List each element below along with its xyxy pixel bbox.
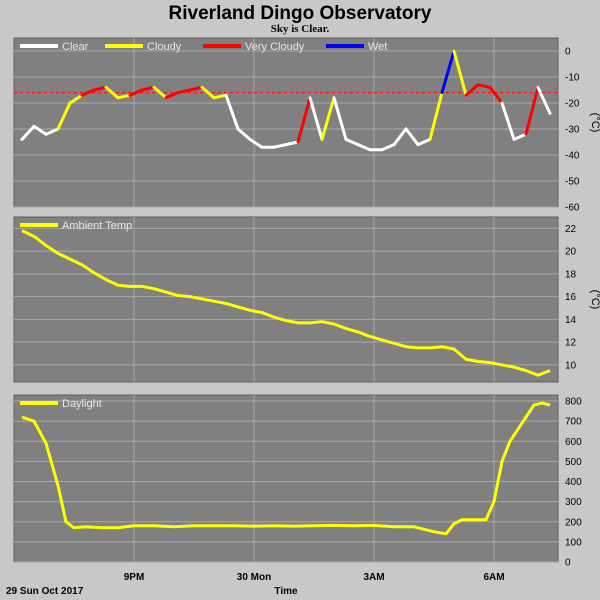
- panel-ambient: 22 20 18 16 14 12 10 (°C) Ambient Temp: [13, 216, 600, 383]
- sky-segment-clear: [284, 140, 300, 147]
- y-tick-label: -60: [565, 203, 580, 214]
- y-tick-label: 12: [565, 338, 577, 349]
- sky-segment-clear: [500, 101, 516, 141]
- sky-segment-clear: [404, 127, 420, 147]
- sky-segment-very-cloudy: [176, 88, 192, 95]
- sky-segment-wet: [440, 49, 456, 95]
- footer-date: 29 Sun Oct 2017: [6, 586, 84, 597]
- y-tick-label: 14: [565, 315, 577, 326]
- panel-sky: 0 -10 -20 -30 -40 -50 -60 (°C) Clear Cloudy Very C…: [13, 37, 600, 214]
- panel-background: [13, 216, 559, 383]
- y-tick-label: 200: [565, 517, 582, 528]
- sky-segment-very-cloudy: [140, 85, 156, 92]
- sky-segment-very-cloudy: [80, 88, 96, 97]
- y-tick-label: 16: [565, 292, 577, 303]
- sky-segment-cloudy: [116, 93, 132, 100]
- sky-segment-cloudy: [200, 85, 216, 100]
- sky-segment-cloudy: [212, 93, 228, 100]
- y-tick-label: -40: [565, 151, 580, 162]
- sky-segment-clear: [332, 96, 348, 141]
- legend-label: Clear: [62, 41, 89, 53]
- ambient-series-line: [21, 229, 551, 377]
- sky-segment-clear: [236, 127, 252, 141]
- y-tick-label: 10: [565, 360, 577, 371]
- y-tick-label: -50: [565, 177, 580, 188]
- panel-daylight: 800 700 600 500 400 300 200 100 0 Daylight: [13, 394, 582, 569]
- sky-segment-clear: [20, 124, 36, 141]
- sky-segment-clear: [392, 127, 408, 147]
- y-unit-label: (°C): [589, 113, 600, 133]
- sky-segment-cloudy: [56, 101, 72, 131]
- y-tick-label: 600: [565, 437, 582, 448]
- sky-segment-clear: [344, 137, 360, 147]
- sky-segment-very-cloudy: [92, 85, 108, 92]
- sky-segment-very-cloudy: [164, 91, 180, 100]
- y-tick-label: 400: [565, 477, 582, 488]
- y-tick-label: 100: [565, 537, 582, 548]
- sky-segment-clear: [416, 137, 432, 147]
- sky-segment-clear: [512, 132, 528, 141]
- y-tick-label: 500: [565, 457, 582, 468]
- y-tick-label: 700: [565, 417, 582, 428]
- x-tick-label: 30 Mon: [237, 572, 271, 583]
- sky-segment-very-cloudy: [464, 83, 480, 97]
- x-tick-label: 6AM: [483, 572, 504, 583]
- sky-segment-clear: [308, 96, 324, 141]
- legend-label: Cloudy: [147, 41, 182, 53]
- y-tick-label: 22: [565, 224, 577, 235]
- page-title: Riverland Dingo Observatory: [169, 3, 432, 24]
- sky-segment-cloudy: [428, 91, 444, 141]
- sky-segment-clear: [248, 137, 264, 149]
- sky-segment-very-cloudy: [128, 88, 144, 97]
- y-tick-label: -10: [565, 73, 580, 84]
- sky-segment-clear: [536, 85, 552, 115]
- sky-segment-very-cloudy: [476, 83, 492, 89]
- x-tick-label: 9PM: [124, 572, 145, 583]
- legend-label: Daylight: [62, 398, 102, 410]
- sky-segment-cloudy: [320, 96, 336, 141]
- panel-background: [13, 37, 559, 208]
- y-tick-label: 0: [565, 47, 571, 58]
- y-tick-label: 20: [565, 247, 577, 258]
- sky-segment-clear: [356, 143, 372, 152]
- y-tick-label: 300: [565, 497, 582, 508]
- y-tick-label: 0: [565, 558, 571, 569]
- sky-segment-very-cloudy: [524, 85, 540, 136]
- sky-segment-very-cloudy: [188, 85, 204, 92]
- legend-label: Ambient Temp: [62, 220, 132, 232]
- sky-segment-cloudy: [104, 85, 120, 100]
- y-tick-label: -30: [565, 125, 580, 136]
- sky-segment-very-cloudy: [296, 96, 312, 144]
- sky-segment-clear: [224, 93, 240, 131]
- y-unit-label: (°C): [589, 290, 600, 310]
- y-tick-label: -20: [565, 99, 580, 110]
- legend-label: Wet: [368, 41, 387, 53]
- sky-segment-cloudy: [452, 49, 468, 97]
- x-tick-label: 3AM: [363, 572, 384, 583]
- legend-label: Very Cloudy: [245, 41, 305, 53]
- sky-segment-cloudy: [68, 93, 84, 105]
- sky-segment-clear: [44, 127, 60, 136]
- y-tick-label: 800: [565, 397, 582, 408]
- sky-segment-clear: [272, 143, 288, 149]
- sky-segment-very-cloudy: [488, 85, 504, 105]
- footer-xlabel: Time: [274, 586, 298, 597]
- sky-status: Sky is Clear.: [271, 23, 330, 35]
- panel-background: [13, 394, 559, 563]
- sky-segment-cloudy: [152, 85, 168, 100]
- sky-segment-clear: [32, 124, 48, 136]
- sky-segment-clear: [380, 143, 396, 152]
- daylight-series-line: [21, 401, 551, 536]
- y-tick-label: 18: [565, 269, 577, 280]
